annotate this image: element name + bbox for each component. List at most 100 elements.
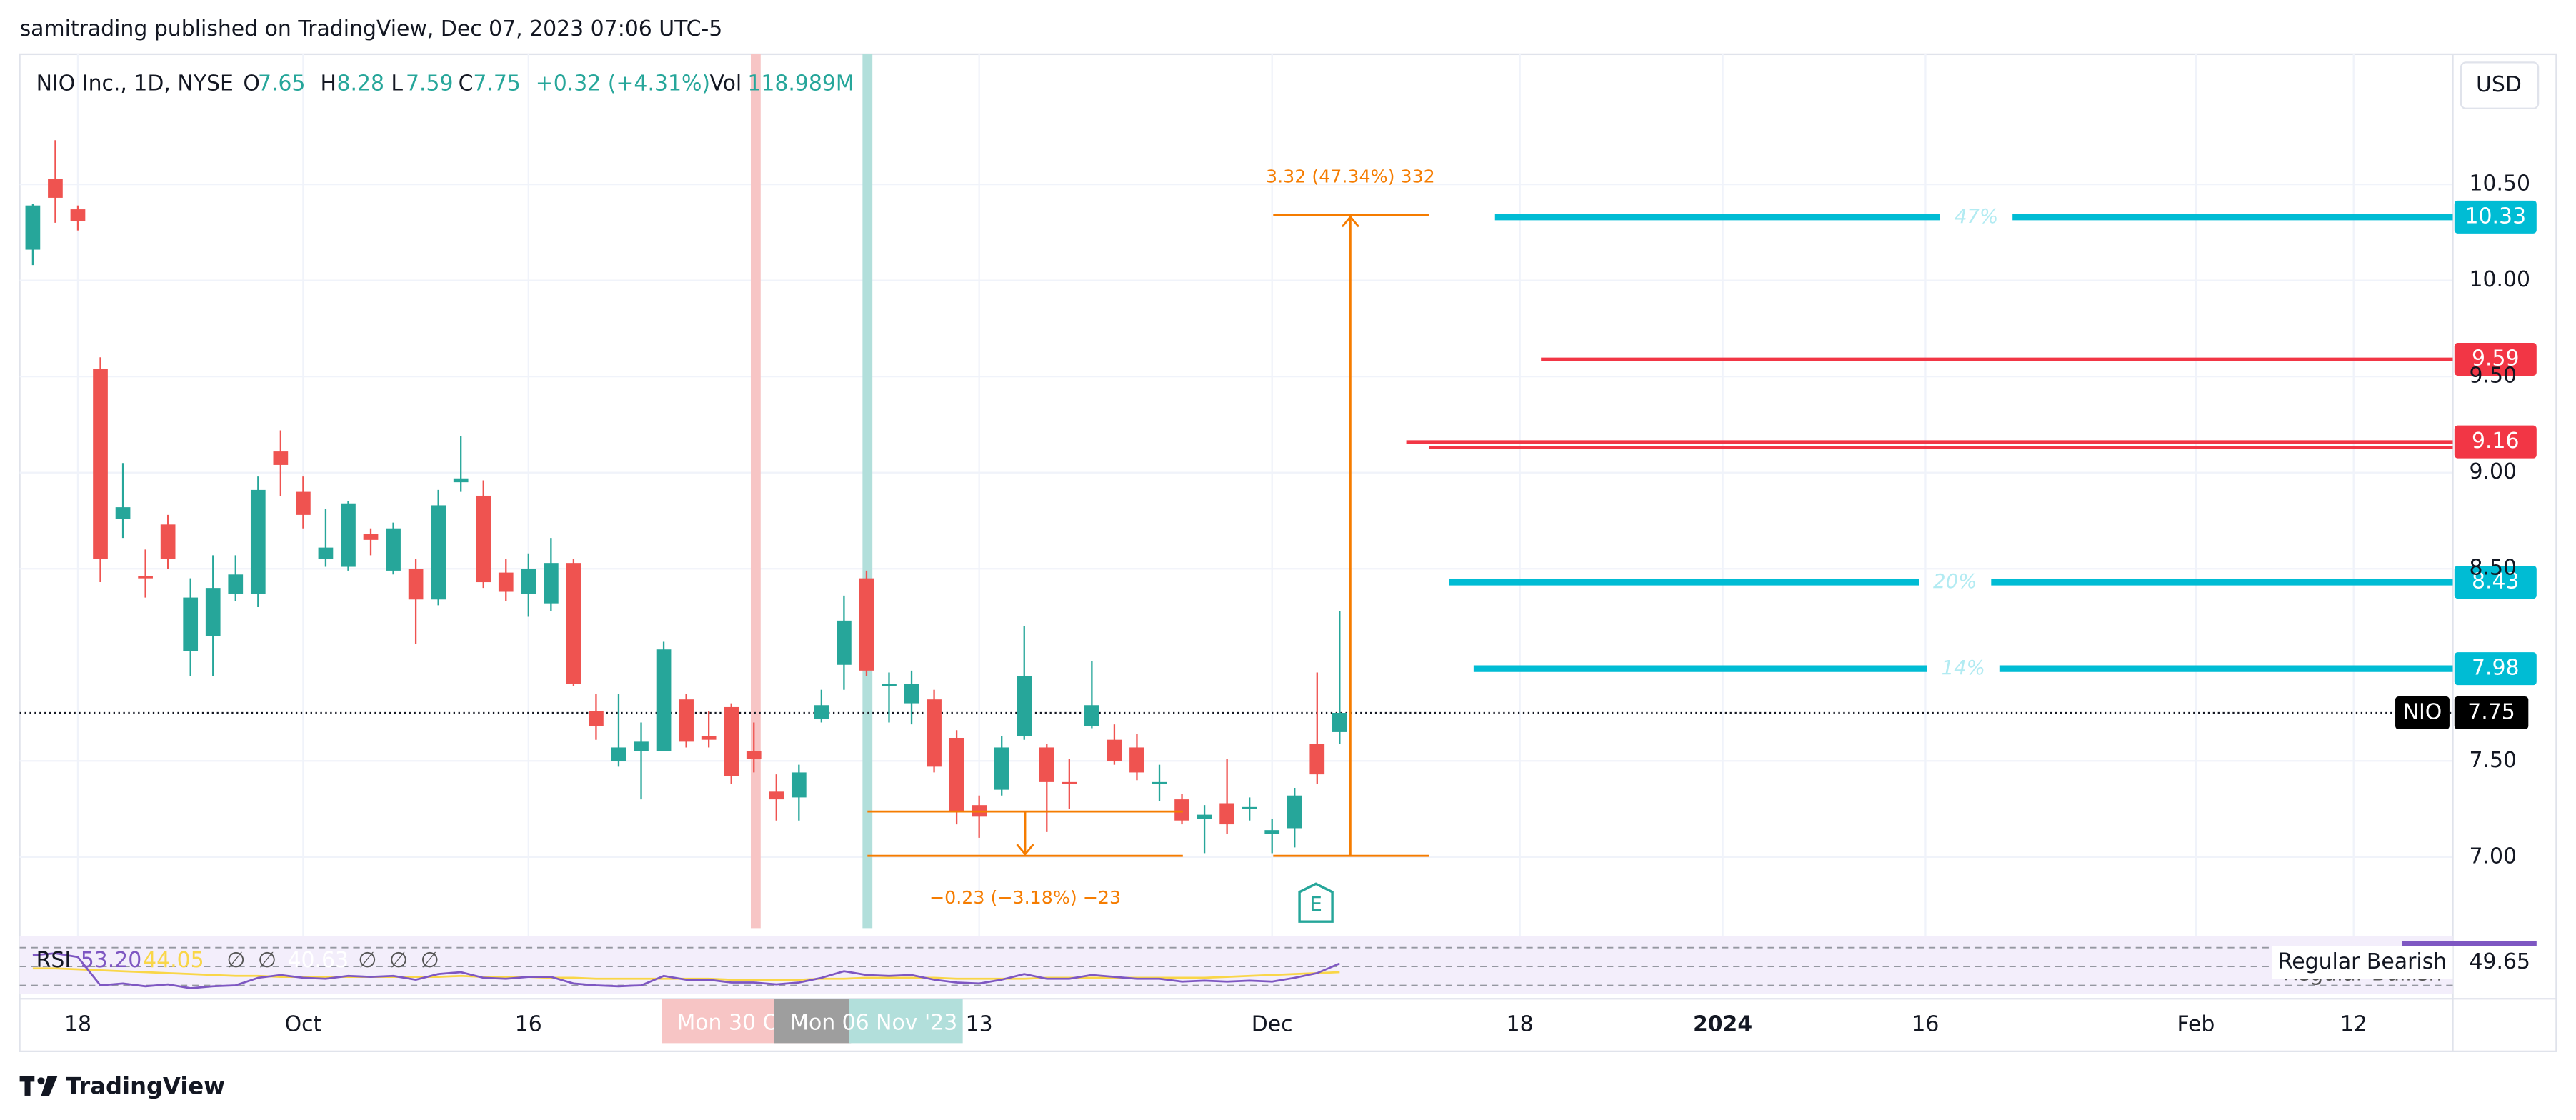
measure-label: −0.23 (−3.18%) −23 [929, 887, 1121, 908]
x-tick-label: 2024 [1693, 1012, 1752, 1037]
level-price-box [2454, 200, 2537, 234]
level-text: 14% [1942, 656, 1985, 679]
last-symbol: NIO [2403, 700, 2442, 725]
rsi-legend-value: ∅ [358, 948, 376, 973]
candle-body [994, 747, 1009, 790]
candle-body [634, 741, 649, 751]
x-tick-label: 13 [966, 1012, 993, 1037]
level-price-box [2454, 566, 2537, 599]
rsi-pane [19, 936, 2453, 994]
candle-body [386, 528, 401, 571]
candle-body [544, 563, 559, 604]
candle-body [70, 209, 86, 221]
candle-body [498, 572, 514, 592]
candle-body [859, 578, 874, 671]
candle-body [250, 489, 266, 594]
level-text: 47% [1955, 204, 1998, 228]
candle-body [589, 711, 604, 726]
open-value: 7.65 [258, 71, 306, 96]
candle-body [453, 478, 469, 483]
candle-body [1309, 744, 1325, 775]
high-label: H [320, 71, 336, 96]
candle-body [1332, 713, 1347, 732]
candle-body [273, 451, 289, 465]
frame [19, 53, 2557, 1053]
rsi-name: RSI [36, 948, 71, 973]
level-price-box [2454, 652, 2537, 686]
last-price-box [2454, 696, 2529, 730]
level-price-label: 8.43 [2472, 569, 2520, 594]
x-tick-label: 18 [1507, 1012, 1534, 1037]
candle-body [1264, 830, 1280, 834]
candle-body [408, 569, 424, 600]
x-tick-label: 12 [2340, 1012, 2367, 1037]
arrow-head [1016, 844, 1034, 856]
candle-body [927, 699, 942, 767]
earnings-marker[interactable] [1298, 882, 1334, 923]
volume-value: 118.989M [747, 71, 854, 96]
axes: 7.00 7.50 8.50 9.00 9.50 10.00 10.50 18 Oct 16 13 D… [64, 171, 2530, 1037]
x-tick-label: 18 [64, 1012, 91, 1037]
candle-body [814, 705, 829, 719]
last-symbol-box [2395, 696, 2450, 730]
change: +0.32 (+4.31%) [536, 71, 710, 96]
candle-body [25, 205, 41, 250]
low-label: L [391, 71, 403, 96]
level-price-label: 9.16 [2472, 429, 2520, 454]
rsi-legend-value: 40.63 [287, 948, 349, 973]
level-price-box [2454, 342, 2537, 376]
candle-body [724, 706, 739, 776]
currency-box[interactable] [2460, 61, 2540, 109]
y-tick-label: 9.00 [2470, 459, 2517, 484]
candle-body [1129, 747, 1144, 773]
high-value: 8.28 [336, 71, 384, 96]
measure-up [1273, 214, 1429, 857]
candle-body [183, 597, 199, 651]
candle-body [1174, 799, 1189, 821]
levels: 47% 10.33 9.59 9.16 20% 8.43 14% 7.98 NIO 7.75 [19, 200, 2537, 730]
close-label: C [459, 71, 474, 96]
rsi-axis-bar [2402, 941, 2537, 946]
legend: NIO Inc., 1D, NYSE O 7.65 H 8.28 L 7.59 … [36, 71, 854, 96]
low-value: 7.59 [406, 71, 454, 96]
y-tick-label: 8.50 [2470, 556, 2517, 581]
candle-body [296, 491, 311, 515]
rsi-axis-value: 49.65 [2470, 949, 2531, 974]
level-price-label: 9.59 [2472, 346, 2520, 371]
last-price-label: 7.75 [2467, 700, 2515, 725]
rsi-legend-value: 53.20 [81, 948, 142, 973]
currency: USD [2476, 72, 2522, 97]
logo-part [24, 1076, 31, 1096]
divergence-label: Regular Bearish [2278, 949, 2447, 974]
candle-body [1107, 739, 1122, 761]
candle-body [791, 772, 807, 798]
x-tick-label: Dec [1252, 1012, 1293, 1037]
candle-body [679, 699, 694, 742]
candle-body [1084, 705, 1099, 726]
volume-label: Vol [709, 71, 742, 96]
x-tick-label: 16 [515, 1012, 542, 1037]
candle-body [48, 179, 63, 198]
candle-body [611, 747, 626, 761]
candle-body [228, 574, 244, 594]
open-label: O [243, 71, 260, 96]
x-tick-label: Feb [2177, 1012, 2215, 1037]
candle-body [1287, 795, 1302, 829]
candle-body [837, 620, 852, 665]
logo-part [37, 1077, 45, 1085]
candle-body [656, 649, 672, 751]
rsi-legend-value: ∅ [226, 948, 245, 973]
divergence-box [2272, 946, 2453, 979]
candle-body [1017, 676, 1032, 736]
y-tick-label: 10.50 [2470, 171, 2531, 196]
x-tick-label: 16 [1912, 1012, 1939, 1037]
grid [19, 54, 2453, 994]
candle-body [566, 563, 581, 684]
highlight-band [750, 54, 761, 929]
level-price-label: 7.98 [2472, 656, 2520, 681]
level-text: 20% [1933, 569, 1977, 593]
candles [25, 140, 1347, 854]
y-tick-label: 7.50 [2470, 748, 2517, 773]
level-price-label: 10.33 [2465, 204, 2527, 229]
